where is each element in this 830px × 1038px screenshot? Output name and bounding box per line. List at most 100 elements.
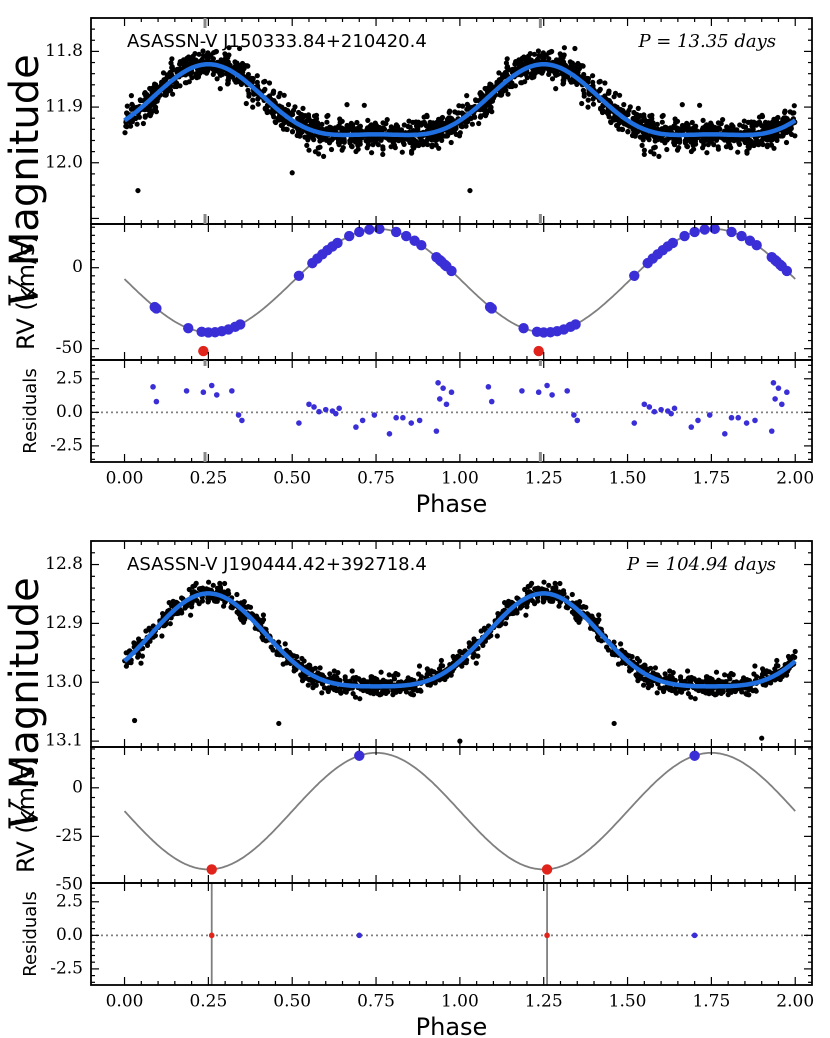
data-point	[386, 672, 392, 678]
data-point	[745, 144, 751, 150]
data-point	[774, 119, 780, 125]
data-point	[228, 604, 234, 610]
data-point	[262, 86, 268, 92]
data-point	[482, 85, 488, 92]
x-tick-label: 1.75	[692, 469, 730, 489]
data-point	[469, 121, 475, 127]
data-point	[766, 669, 773, 675]
x-tick-label: 0.75	[357, 469, 395, 489]
data-point	[506, 66, 512, 72]
data-point	[473, 97, 479, 103]
data-point	[645, 135, 651, 141]
data-point	[266, 80, 273, 86]
data-point	[174, 66, 180, 72]
x-tick-label: 1.25	[525, 992, 563, 1012]
data-point	[400, 140, 406, 146]
data-point	[147, 113, 153, 119]
y-label-text: Magnitude	[2, 54, 48, 279]
star-name: ASASSN-V J150333.84+210420.4	[127, 31, 427, 52]
data-point	[160, 70, 167, 76]
data-point	[218, 57, 224, 63]
residual-point	[544, 382, 550, 389]
data-point	[321, 136, 327, 142]
data-point	[672, 116, 678, 122]
outlier-point	[641, 151, 647, 158]
data-point	[373, 135, 379, 141]
residual-point	[519, 388, 525, 394]
data-point	[774, 657, 780, 664]
rv-point-red	[541, 864, 553, 875]
data-point	[465, 119, 471, 125]
residual-point	[535, 389, 542, 396]
data-point	[355, 146, 361, 152]
y-label-italic: V	[2, 275, 48, 308]
outlier-point	[131, 717, 138, 724]
data-point	[737, 122, 743, 128]
data-point	[502, 600, 508, 606]
data-point	[785, 128, 791, 134]
data-point	[140, 120, 146, 127]
data-point	[337, 116, 343, 122]
data-point	[678, 674, 684, 680]
model-curve	[123, 591, 797, 689]
data-point	[509, 80, 515, 86]
data-point	[246, 93, 252, 99]
data-point	[383, 679, 389, 685]
data-point	[328, 146, 335, 153]
data-point	[755, 142, 762, 148]
data-point	[356, 124, 362, 130]
residual-point	[213, 392, 220, 398]
x-tick-label: 1.00	[441, 469, 479, 489]
data-point	[342, 674, 348, 680]
data-point	[174, 80, 180, 86]
rv-y-label: RV (km/s)	[12, 234, 40, 350]
data-point	[183, 63, 189, 69]
data-point	[169, 56, 175, 62]
residuals-y-label: Residuals	[20, 368, 41, 453]
data-point	[667, 125, 674, 131]
data-point	[259, 634, 265, 641]
data-point	[608, 119, 614, 126]
data-point	[715, 146, 722, 152]
data-point	[621, 102, 627, 108]
data-point	[661, 688, 667, 695]
data-point	[410, 119, 416, 125]
data-point	[234, 60, 240, 66]
data-point	[296, 109, 302, 116]
data-point	[769, 137, 775, 143]
data-point	[255, 83, 261, 89]
chart-top: 0.00 0.25 0.50 0.75 1.00 1.25 1.50 1.75 2.00Phas…	[2, 17, 814, 518]
data-point	[357, 696, 363, 702]
y-tick-label: -2.5	[50, 958, 83, 978]
y-tick-label: 12.8	[45, 554, 83, 574]
rv-point	[781, 265, 793, 277]
data-point	[626, 653, 633, 659]
data-point	[524, 75, 530, 81]
data-point	[746, 692, 752, 698]
data-point	[327, 671, 333, 677]
data-point	[416, 663, 423, 669]
data-point	[305, 682, 311, 688]
y-tick-label: 0	[72, 257, 83, 277]
data-point	[585, 97, 591, 103]
data-point	[197, 70, 203, 76]
data-point	[718, 121, 724, 127]
residual-point	[208, 382, 215, 389]
data-point	[420, 142, 426, 148]
data-point	[569, 60, 576, 66]
data-point	[745, 119, 751, 125]
residual-point	[408, 420, 415, 426]
data-point	[583, 604, 589, 610]
data-point	[779, 133, 785, 139]
residual-point	[150, 384, 156, 390]
y-tick-label: 13.0	[45, 672, 83, 692]
residual-point	[393, 414, 399, 421]
data-point	[611, 94, 617, 100]
data-point	[528, 72, 534, 78]
data-point	[420, 120, 426, 126]
data-point	[625, 128, 631, 135]
data-point	[637, 673, 643, 679]
data-point	[648, 149, 654, 155]
residual-point	[239, 417, 245, 424]
data-point	[581, 93, 587, 99]
